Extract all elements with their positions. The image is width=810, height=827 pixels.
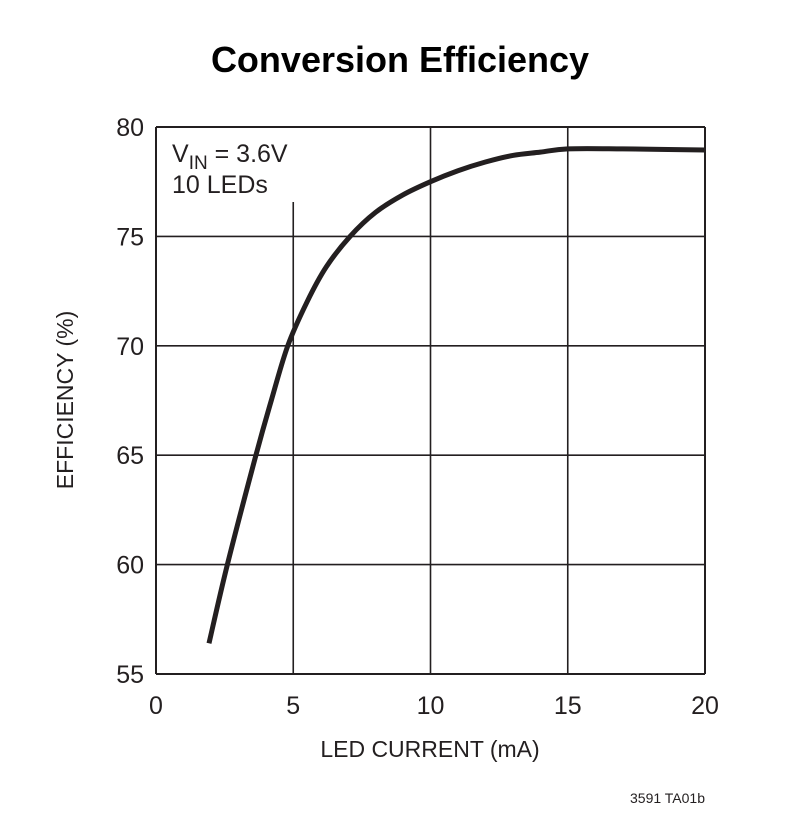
x-tick-label: 15: [554, 692, 582, 720]
efficiency-line: [206, 146, 706, 644]
y-tick-label: 70: [116, 333, 144, 361]
x-tick-label: 20: [691, 692, 719, 720]
y-tick-label: 60: [116, 552, 144, 580]
chart-title: Conversion Efficiency: [211, 39, 589, 80]
annotation-leds: 10 LEDs: [172, 171, 268, 199]
y-tick-label: 55: [116, 661, 144, 689]
y-tick-label: 75: [116, 223, 144, 251]
y-tick-label: 65: [116, 442, 144, 470]
y-axis-label: EFFICIENCY (%): [52, 311, 78, 489]
figure-code: 3591 TA01b: [630, 790, 705, 806]
x-tick-label: 0: [149, 692, 163, 720]
x-axis-label: LED CURRENT (mA): [320, 736, 539, 762]
annotation-vin: VIN = 3.6V: [172, 140, 288, 174]
x-tick-label: 5: [286, 692, 300, 720]
x-tick-label: 10: [417, 692, 445, 720]
y-tick-label: 80: [116, 114, 144, 142]
